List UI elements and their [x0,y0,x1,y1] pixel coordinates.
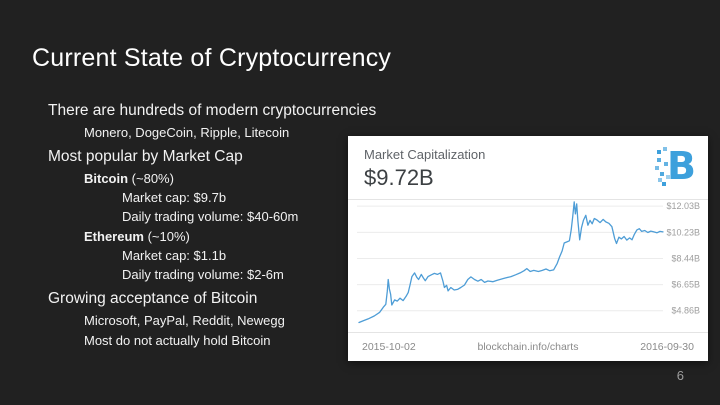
bullet-line: Most do not actually hold Bitcoin [84,333,271,348]
svg-text:$12.03B: $12.03B [666,201,700,211]
logo-pixel-dissolve [657,150,661,154]
bullet-line: Microsoft, PayPal, Reddit, Newegg [84,313,285,328]
svg-text:$4.86B: $4.86B [671,306,700,316]
logo-letter-b: B [667,144,696,188]
bullet-line: Bitcoin (~80%) [84,171,174,186]
svg-text:$10.23B: $10.23B [666,227,700,237]
x-axis-start-date: 2015-10-02 [362,341,416,353]
chart-header: Market Capitalization $9.72B B [348,136,708,200]
chart-title: Market Capitalization [364,147,486,162]
svg-text:$8.44B: $8.44B [671,254,700,264]
x-axis-end-date: 2016-09-30 [640,341,694,353]
bullet-line: Most popular by Market Cap [48,148,243,165]
market-cap-chart-card: Market Capitalization $9.72B B $12.03B $1… [348,136,708,361]
chart-footer: 2015-10-02 blockchain.info/charts 2016-0… [348,332,708,361]
chart-source-label: blockchain.info/charts [477,341,579,353]
slide-title: Current State of Cryptocurrency [32,44,392,72]
page-number: 6 [676,368,684,383]
bullet-line: There are hundreds of modern cryptocurre… [48,102,377,119]
chart-plot-area: $12.03B $10.23B $8.44B $6.65B $4.86B [348,200,708,332]
market-cap-line-chart: $12.03B $10.23B $8.44B $6.65B $4.86B [357,201,700,324]
bullet-line: Monero, DogeCoin, Ripple, Litecoin [84,125,290,140]
bullet-line: Daily trading volume: $40-60m [122,209,299,224]
bullet-list: There are hundreds of modern cryptocurre… [48,95,377,349]
bullet-line: Growing acceptance of Bitcoin [48,290,258,307]
bullet-line: Daily trading volume: $2-6m [122,267,284,282]
chart-current-value: $9.72B [364,165,434,190]
bullet-line: Ethereum (~10%) [84,229,190,244]
bullet-line: Market cap: $1.1b [122,248,227,263]
svg-text:$6.65B: $6.65B [671,280,700,290]
bullet-line: Market cap: $9.7b [122,190,227,205]
blockchain-logo-icon: B [654,143,698,189]
